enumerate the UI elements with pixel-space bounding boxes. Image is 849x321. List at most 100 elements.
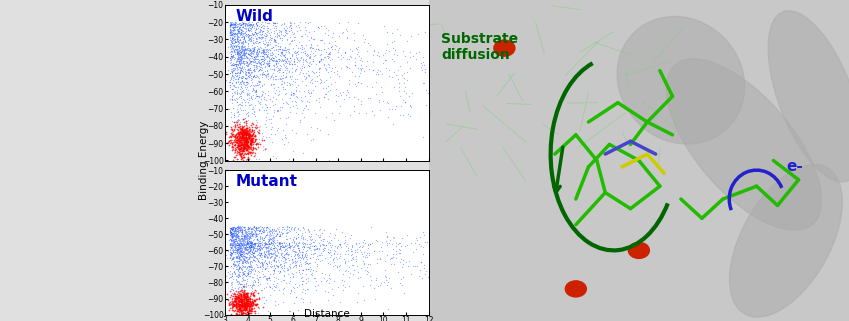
Point (252, 106, 266, 111)
Point (243, 273, 256, 278)
Point (295, 240, 309, 246)
Point (246, 63, 260, 68)
Point (246, 246, 260, 251)
Point (245, 132, 259, 137)
Point (319, 66, 333, 72)
Point (271, 84, 284, 90)
Point (224, 42, 238, 48)
Point (283, 244, 296, 249)
Point (239, 257, 253, 263)
Point (230, 254, 244, 259)
Point (228, 298, 241, 303)
Point (270, 31, 284, 36)
Point (242, 243, 256, 248)
Point (242, 302, 256, 307)
Point (237, 138, 250, 143)
Point (258, 255, 272, 260)
Point (283, 243, 296, 248)
Point (252, 295, 266, 300)
Point (252, 239, 266, 244)
Point (243, 135, 256, 140)
Point (232, 246, 245, 251)
Point (232, 298, 245, 303)
Point (293, 249, 306, 255)
Point (280, 56, 294, 61)
Point (227, 261, 240, 266)
Point (278, 45, 291, 50)
Point (234, 297, 248, 302)
Point (240, 156, 254, 161)
Point (242, 249, 256, 255)
Point (275, 136, 289, 142)
Point (250, 224, 263, 230)
Point (261, 276, 275, 281)
Point (225, 73, 239, 78)
Point (339, 92, 352, 98)
Point (241, 135, 255, 141)
Point (238, 138, 251, 143)
Point (330, 265, 344, 270)
Point (245, 243, 258, 248)
Point (250, 63, 264, 68)
Point (241, 303, 255, 308)
Point (232, 297, 245, 302)
Point (245, 137, 258, 142)
Point (238, 51, 251, 56)
Point (257, 32, 271, 38)
Point (245, 23, 259, 28)
Point (242, 95, 256, 100)
Point (225, 226, 239, 231)
Point (240, 240, 254, 245)
Point (245, 305, 259, 310)
Point (256, 304, 270, 309)
Point (258, 33, 272, 38)
Point (231, 114, 245, 119)
Point (231, 56, 245, 61)
Point (312, 253, 326, 258)
Point (324, 45, 338, 50)
Point (235, 265, 249, 270)
Point (229, 228, 243, 233)
Point (277, 47, 290, 52)
Point (271, 76, 284, 82)
Point (224, 226, 238, 231)
Point (385, 256, 398, 261)
Point (239, 137, 252, 143)
Point (236, 298, 250, 303)
Point (302, 72, 316, 77)
Point (245, 244, 259, 249)
Point (252, 93, 266, 99)
Point (260, 250, 273, 255)
Point (225, 128, 239, 133)
Point (235, 260, 249, 265)
Point (330, 245, 344, 250)
Point (289, 263, 302, 268)
Point (291, 255, 305, 260)
Point (241, 50, 255, 56)
Point (267, 231, 280, 236)
Point (327, 235, 340, 240)
Point (234, 60, 248, 65)
Point (250, 237, 264, 242)
Point (271, 243, 284, 248)
Point (310, 79, 323, 84)
Point (239, 229, 253, 234)
Point (239, 20, 253, 25)
Point (263, 37, 277, 42)
Point (262, 244, 276, 249)
Point (228, 236, 241, 241)
Point (238, 242, 251, 247)
Point (235, 301, 249, 307)
Point (237, 254, 250, 259)
Point (243, 309, 256, 314)
Point (230, 64, 244, 69)
Point (398, 100, 412, 105)
Point (243, 65, 256, 71)
Point (226, 233, 239, 238)
Point (249, 301, 262, 307)
Point (225, 233, 239, 238)
Point (230, 279, 244, 284)
Point (226, 24, 239, 30)
Point (245, 229, 258, 234)
Point (334, 92, 347, 97)
